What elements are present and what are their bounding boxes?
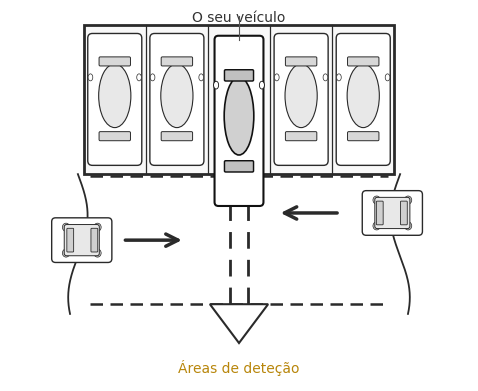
FancyBboxPatch shape <box>161 132 193 141</box>
Ellipse shape <box>337 74 341 81</box>
Ellipse shape <box>94 249 101 257</box>
Ellipse shape <box>404 222 412 230</box>
FancyBboxPatch shape <box>336 34 390 165</box>
Ellipse shape <box>214 81 218 89</box>
FancyBboxPatch shape <box>376 201 383 225</box>
FancyBboxPatch shape <box>52 218 112 262</box>
Ellipse shape <box>373 196 380 204</box>
FancyBboxPatch shape <box>401 201 407 225</box>
FancyBboxPatch shape <box>64 224 99 256</box>
FancyBboxPatch shape <box>348 57 379 66</box>
Ellipse shape <box>161 64 193 127</box>
FancyBboxPatch shape <box>285 132 317 141</box>
FancyBboxPatch shape <box>362 191 423 235</box>
Ellipse shape <box>323 74 328 81</box>
Text: Áreas de deteção: Áreas de deteção <box>178 361 300 377</box>
Ellipse shape <box>62 223 70 231</box>
FancyBboxPatch shape <box>348 132 379 141</box>
FancyBboxPatch shape <box>225 70 253 81</box>
Ellipse shape <box>88 74 93 81</box>
Ellipse shape <box>94 223 101 231</box>
FancyBboxPatch shape <box>225 161 253 172</box>
FancyBboxPatch shape <box>99 132 130 141</box>
Polygon shape <box>210 304 268 343</box>
Ellipse shape <box>274 74 279 81</box>
Ellipse shape <box>137 74 141 81</box>
Text: O seu veículo: O seu veículo <box>192 11 286 25</box>
FancyBboxPatch shape <box>150 34 204 165</box>
Ellipse shape <box>404 196 412 204</box>
FancyBboxPatch shape <box>67 228 74 252</box>
Ellipse shape <box>199 74 204 81</box>
FancyBboxPatch shape <box>274 34 328 165</box>
FancyBboxPatch shape <box>215 36 263 206</box>
Ellipse shape <box>285 64 317 127</box>
FancyBboxPatch shape <box>91 228 98 252</box>
Ellipse shape <box>62 249 70 257</box>
Ellipse shape <box>150 74 155 81</box>
Ellipse shape <box>373 222 380 230</box>
Polygon shape <box>224 176 254 196</box>
Ellipse shape <box>98 64 131 127</box>
Ellipse shape <box>224 77 254 155</box>
Ellipse shape <box>347 64 380 127</box>
FancyBboxPatch shape <box>88 34 142 165</box>
Ellipse shape <box>385 74 390 81</box>
FancyBboxPatch shape <box>99 57 130 66</box>
Ellipse shape <box>260 81 264 89</box>
FancyBboxPatch shape <box>285 57 317 66</box>
Bar <box>84 25 394 174</box>
FancyBboxPatch shape <box>375 197 410 229</box>
FancyBboxPatch shape <box>161 57 193 66</box>
